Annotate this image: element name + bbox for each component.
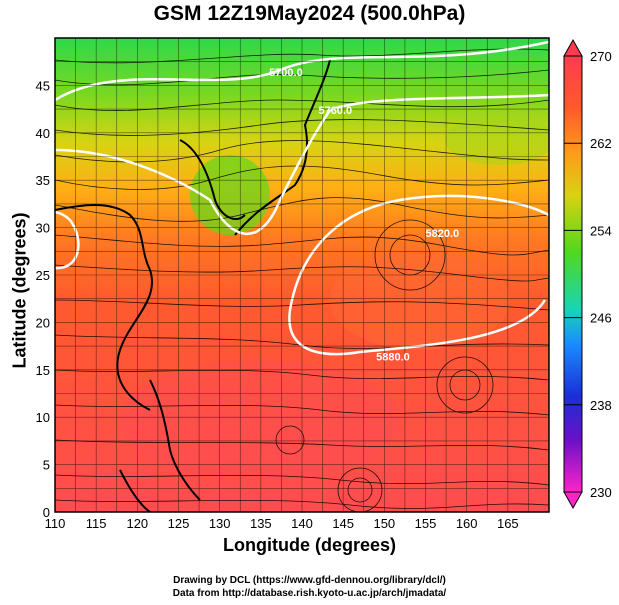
y-tick-label: 20 <box>36 315 50 330</box>
x-tick-labels: 110 115 120 125 130 135 140 145 150 155 160 165 <box>45 516 519 531</box>
y-tick-label: 5 <box>43 458 50 473</box>
x-tick-label: 150 <box>373 516 395 531</box>
colorbar-tick-label: 270 <box>590 49 612 64</box>
y-tick-label: 10 <box>36 410 50 425</box>
x-tick-label: 140 <box>291 516 313 531</box>
height-contours <box>55 40 549 356</box>
plot-frame <box>54 37 550 513</box>
colorbar-top-triangle <box>563 38 583 57</box>
x-tick-label: 160 <box>456 516 478 531</box>
y-tick-label: 25 <box>36 268 50 283</box>
colorbar-tick-label: 238 <box>590 398 612 413</box>
credit-data: Data from http://database.rish.kyoto-u.a… <box>172 588 447 599</box>
colorbar: 270 262 254 246 238 230 <box>563 38 612 510</box>
x-tick-label: 155 <box>415 516 437 531</box>
contour-label: 5700.0 <box>269 67 303 79</box>
x-tick-label: 125 <box>168 516 190 531</box>
colorbar-tick-label: 246 <box>590 311 612 326</box>
page-title: GSM 12Z19May2024 (500.0hPa) <box>153 2 466 25</box>
colorbar-tick-label: 230 <box>590 485 612 500</box>
contour-labels: 5700.0 5760.0 5820.0 5880.0 <box>269 67 459 363</box>
contour-label: 5760.0 <box>318 105 352 117</box>
y-tick-labels: 0 5 10 15 20 25 30 35 40 45 <box>36 78 50 520</box>
x-axis-label: Longitude (degrees) <box>222 535 396 555</box>
colorbar-bottom-triangle <box>563 491 583 510</box>
y-tick-label: 40 <box>36 126 50 141</box>
x-tick-label: 120 <box>126 516 148 531</box>
x-tick-label: 110 <box>45 516 66 531</box>
colorbar-tick-label: 262 <box>590 136 612 151</box>
x-tick-label: 115 <box>86 516 107 531</box>
y-tick-label: 15 <box>36 363 50 378</box>
y-axis-label: Latitude (degrees) <box>9 212 30 369</box>
x-tick-label: 130 <box>209 516 231 531</box>
contour-label: 5820.0 <box>426 228 460 240</box>
y-tick-label: 35 <box>36 173 50 188</box>
y-tick-label: 30 <box>36 221 50 236</box>
colorbar-gradient <box>563 55 583 493</box>
streamlines <box>55 48 549 512</box>
colorbar-tick-label: 254 <box>590 223 612 238</box>
lat-lon-grid <box>54 37 550 513</box>
x-tick-label: 145 <box>332 516 354 531</box>
y-tick-label: 0 <box>43 505 50 520</box>
y-tick-label: 45 <box>36 78 50 93</box>
credit-drawing: Drawing by DCL (https://www.gfd-dennou.o… <box>173 575 446 586</box>
contour-label: 5880.0 <box>376 351 410 363</box>
x-tick-label: 135 <box>250 516 272 531</box>
coastlines <box>55 59 331 512</box>
x-tick-label: 165 <box>497 516 519 531</box>
